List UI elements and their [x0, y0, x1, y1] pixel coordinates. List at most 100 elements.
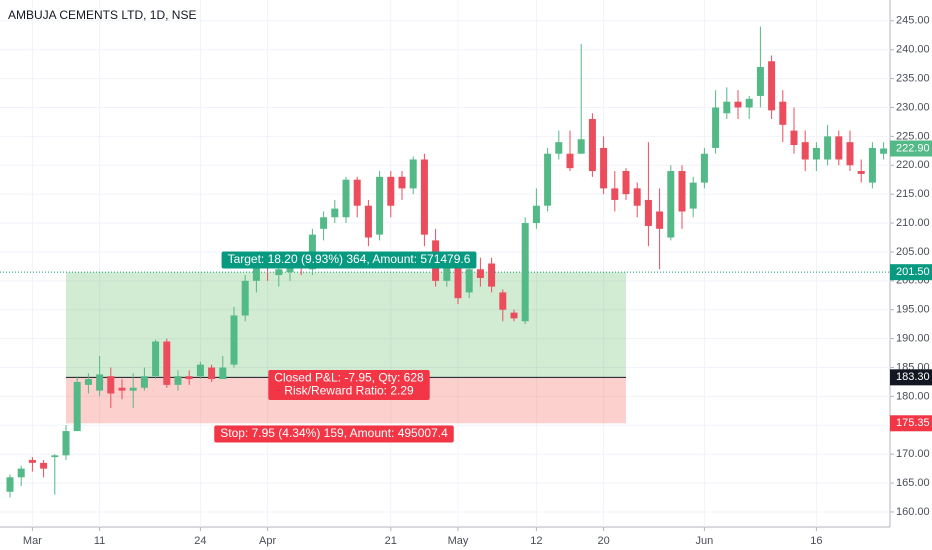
candle-body [667, 171, 675, 238]
y-tick-label: 235.00 [896, 72, 930, 84]
candle-body [185, 376, 193, 380]
candle-body [566, 153, 574, 169]
candle-body [275, 269, 283, 276]
candle-body [443, 263, 451, 281]
candle-body [387, 176, 395, 206]
candle-body [734, 101, 742, 108]
candle-body [633, 188, 641, 206]
candle-body [331, 208, 339, 218]
candle-body [219, 367, 227, 380]
y-tick-label: 210.00 [896, 217, 930, 229]
candle-body [129, 387, 137, 391]
candle-body [84, 379, 92, 385]
candle-body [398, 176, 406, 189]
candle-body [51, 455, 59, 458]
x-tick-label: 11 [94, 535, 105, 547]
candle-body [846, 142, 854, 166]
candle-body [880, 148, 888, 154]
x-tick-label: Mar [23, 535, 42, 547]
candle-body [118, 387, 126, 391]
candle-body [140, 376, 148, 388]
pnl-label: Closed P&L: -7.95, Qty: 628 [274, 371, 424, 385]
y-tick-label: 170.00 [896, 448, 930, 460]
y-tick-label: 205.00 [896, 246, 930, 258]
candle-body [812, 147, 820, 160]
candle-body [409, 159, 417, 189]
y-tick-label: 160.00 [896, 506, 930, 518]
y-tick-label: 240.00 [896, 44, 930, 56]
candle-body [588, 119, 596, 172]
candle-body [689, 182, 697, 209]
candle-body [342, 179, 350, 218]
price-tag-label: 201.50 [896, 266, 930, 278]
candle-body [174, 376, 182, 385]
candle-body [320, 217, 328, 229]
candle-body [252, 263, 260, 281]
price-tag [890, 264, 932, 281]
candle-body [17, 468, 25, 478]
candle-body [544, 153, 552, 206]
candle-body [353, 179, 361, 206]
target-zone [66, 272, 626, 378]
price-tag [890, 415, 932, 432]
pnl-label: Risk/Reward Ratio: 2.29 [284, 384, 414, 398]
candle-body [790, 130, 798, 146]
candle-body [230, 315, 238, 365]
candle-body [644, 199, 652, 226]
x-tick-label: Jun [696, 535, 714, 547]
y-tick-label: 220.00 [896, 159, 930, 171]
candle-body [779, 101, 787, 125]
candle-body [241, 280, 249, 316]
candle-body [499, 292, 507, 310]
candle-body [723, 101, 731, 114]
price-tag-label: 222.90 [896, 142, 930, 154]
price-tag-label: 183.30 [896, 371, 930, 383]
candle-body [835, 136, 843, 160]
candle-body [196, 364, 204, 377]
x-tick-label: Apr [259, 535, 276, 547]
candle-body [532, 205, 540, 224]
y-tick-label: 190.00 [896, 333, 930, 345]
candle-body [465, 269, 473, 293]
candle-body [521, 223, 529, 322]
candle-body [96, 374, 104, 391]
x-tick-label: 21 [385, 535, 397, 547]
candle-body [600, 147, 608, 189]
candle-body [824, 136, 832, 160]
candle-body [745, 98, 753, 108]
chart-title: AMBUJA CEMENTS LTD, 1D, NSE [8, 8, 196, 22]
candle-body [712, 107, 720, 148]
candle-body [476, 269, 484, 278]
candle-body [857, 171, 865, 174]
x-tick-label: 20 [597, 535, 609, 547]
candle-body [488, 263, 496, 287]
candle-body [208, 367, 216, 380]
candle-body [152, 341, 160, 377]
candle-body [510, 312, 518, 319]
y-tick-label: 245.00 [896, 15, 930, 27]
candle-body [73, 381, 81, 432]
candle-body [6, 477, 14, 492]
price-tag [890, 369, 932, 386]
pnl-label-box [268, 370, 430, 400]
candle-body [40, 462, 48, 469]
candle-body [700, 153, 708, 183]
x-tick-label: May [448, 535, 469, 547]
y-tick-label: 225.00 [896, 130, 930, 142]
y-tick-label: 195.00 [896, 304, 930, 316]
candle-body [756, 67, 764, 96]
target-label-box [221, 251, 477, 269]
candle-body [62, 431, 70, 456]
y-tick-label: 230.00 [896, 101, 930, 113]
y-tick-label: 165.00 [896, 477, 930, 489]
candle-body [622, 171, 630, 195]
y-tick-label: 215.00 [896, 188, 930, 200]
candle-body [868, 147, 876, 183]
candle-body [376, 176, 384, 235]
candle-body [454, 263, 462, 299]
candle-body [420, 159, 428, 235]
price-tag [890, 140, 932, 157]
candle-body [801, 142, 809, 160]
price-tag-label: 175.35 [896, 417, 930, 429]
